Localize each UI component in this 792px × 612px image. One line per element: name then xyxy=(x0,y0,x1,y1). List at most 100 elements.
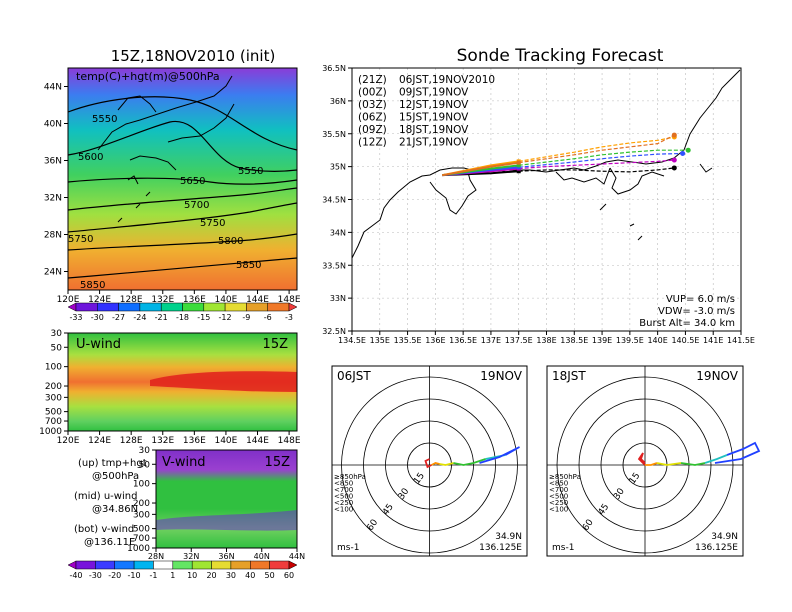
launch-tag: (00Z) xyxy=(358,87,387,99)
x-tick-label: 136E xyxy=(183,436,206,446)
track-x-axis: 134.5E 135E 135.5E 136E 136.5E 137E 137.5E 138E… xyxy=(338,331,755,345)
v-wind-x-axis: 28N 32N 36N 40N 44N xyxy=(148,548,305,561)
note-line: (up) tmp+hgt xyxy=(78,458,147,469)
colorbar-tick: -1 xyxy=(149,571,157,580)
y-tick-label: 100 xyxy=(133,480,150,490)
y-tick-label: 30 xyxy=(51,329,63,339)
note-line: @500hPa xyxy=(92,471,139,482)
y-tick-label: 1000 xyxy=(39,427,62,437)
y-tick-label: 32N xyxy=(44,194,62,204)
colorbar-cell xyxy=(67,560,77,570)
param-vdw: VDW= -3.0 m/s xyxy=(658,306,735,317)
y-tick-label: 50 xyxy=(139,460,151,470)
x-tick-label: 138.5E xyxy=(560,336,588,345)
jet-core xyxy=(150,371,297,392)
x-tick-label: 139E xyxy=(592,336,612,345)
y-tick-label: 36.5N xyxy=(322,64,346,73)
wind-colorbar: -40 -30 -20 -10 -1 1 10 20 30 40 50 60 xyxy=(67,560,298,580)
track-line xyxy=(518,134,675,164)
colorbar-cell xyxy=(153,560,174,570)
range-ring xyxy=(556,376,734,554)
colorbar-cell xyxy=(75,560,96,570)
colorbar-tick: 30 xyxy=(226,571,236,580)
x-tick-label: 36N xyxy=(218,552,234,561)
launch-time: 21JST,19NOV xyxy=(399,137,469,149)
u-wind-time: 15Z xyxy=(263,337,289,352)
level-legend-item: <250 xyxy=(334,499,353,507)
launch-tag: (06Z) xyxy=(358,112,387,124)
y-tick-label: 35N xyxy=(330,163,346,172)
y-tick-label: 35.5N xyxy=(322,130,346,139)
x-tick-label: 134.5E xyxy=(338,336,366,345)
hodo-lon: 136.125E xyxy=(479,543,522,553)
wind-trace xyxy=(637,452,646,466)
colorbar-tick: 1 xyxy=(170,571,175,580)
level-legend-item: <850 xyxy=(549,480,568,488)
height-contours xyxy=(67,96,298,279)
x-tick-label: 140E xyxy=(214,295,237,305)
colorbar-tick: -6 xyxy=(264,313,272,322)
y-tick-label: 700 xyxy=(45,417,62,427)
colorbar-cell xyxy=(97,302,119,312)
colorbar-cell xyxy=(230,560,251,570)
x-tick-label: 148E xyxy=(278,295,301,305)
x-tick-label: 140E xyxy=(647,336,667,345)
map-x-axis: 120E 124E 128E 132E 136E 140E 144E 148E xyxy=(57,290,301,305)
launch-time: 15JST,19NOV xyxy=(399,112,469,124)
level-legend-item: <700 xyxy=(549,486,568,494)
x-tick-label: 136.5E xyxy=(449,336,477,345)
colorbar-cell xyxy=(160,302,183,312)
y-tick-label: 300 xyxy=(133,510,150,520)
x-tick-label: 124E xyxy=(88,295,111,305)
map-panel-label: temp(C)+hgt(m)@500hPa xyxy=(76,70,220,83)
hodo-unit: ms-1 xyxy=(337,543,359,553)
map-y-axis: 44N 40N 36N 32N 28N 24N xyxy=(44,83,68,278)
sonde-tracks xyxy=(442,132,691,177)
x-tick-label: 135.5E xyxy=(394,336,422,345)
colorbar-tick: 10 xyxy=(187,571,197,580)
v-wind-time: 15Z xyxy=(265,455,291,470)
wind-trace xyxy=(714,441,761,464)
wind-trace xyxy=(439,462,454,466)
x-tick-label: 138E xyxy=(536,336,556,345)
x-tick-label: 124E xyxy=(88,436,111,446)
y-tick-label: 36N xyxy=(44,157,62,167)
launch-time: 09JST,19NOV xyxy=(399,87,469,99)
colorbar-tick: -24 xyxy=(133,313,146,322)
colorbar-tick: 60 xyxy=(284,571,294,580)
y-tick-label: 28N xyxy=(44,231,62,241)
hodo-time: 06JST xyxy=(337,369,371,383)
y-tick-label: 1000 xyxy=(127,544,150,554)
hodo-date: 19NOV xyxy=(696,369,738,383)
y-tick-label: 44N xyxy=(44,83,62,93)
colorbar-tick: 40 xyxy=(245,571,255,580)
colorbar-tick: 20 xyxy=(206,571,216,580)
track-line xyxy=(518,136,675,162)
y-tick-label: 34N xyxy=(330,228,346,237)
burst-marker xyxy=(516,160,521,165)
colorbar-cell xyxy=(211,560,232,570)
range-ring xyxy=(385,420,474,510)
y-tick-label: 200 xyxy=(45,382,62,392)
colorbar-tick: -15 xyxy=(197,313,210,322)
landing-marker xyxy=(671,132,677,138)
landing-marker xyxy=(671,157,677,163)
level-legend-item: ≥850hPa xyxy=(334,473,366,481)
u-wind-x-axis: 120E 124E 128E 132E 136E 140E 144E 148E xyxy=(57,431,301,446)
launch-time: 06JST,19NOV2010 xyxy=(399,74,495,86)
colorbar-cell xyxy=(267,302,290,312)
y-tick-label: 100 xyxy=(45,363,62,373)
x-tick-label: 148E xyxy=(278,436,301,446)
range-ring xyxy=(341,376,518,554)
x-tick-label: 141E xyxy=(703,336,723,345)
x-tick-label: 120E xyxy=(57,295,80,305)
note-line: (mid) u-wind xyxy=(74,491,137,502)
wind-trace xyxy=(704,454,728,464)
colorbar-cell xyxy=(118,302,141,312)
colorbar-cell xyxy=(133,560,154,570)
